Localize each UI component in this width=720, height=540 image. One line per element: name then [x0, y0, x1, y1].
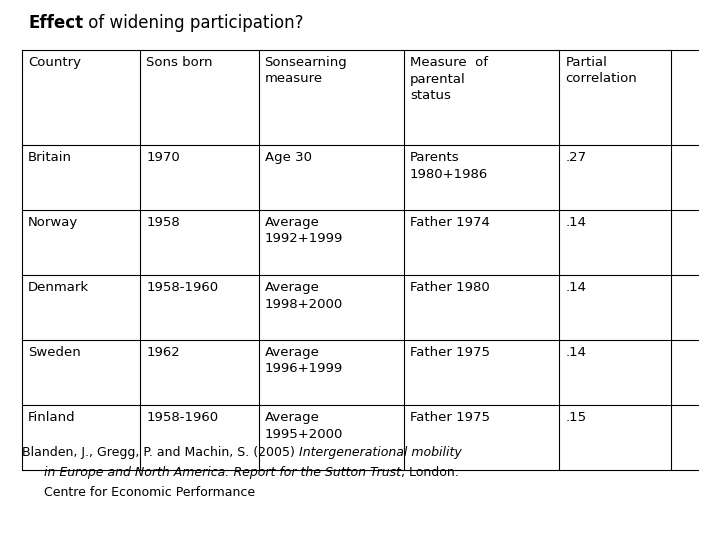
Text: 1962: 1962: [146, 346, 180, 359]
Text: Father 1980: Father 1980: [410, 281, 490, 294]
Text: Centre for Economic Performance: Centre for Economic Performance: [44, 486, 255, 499]
Text: 1970: 1970: [146, 151, 180, 164]
Text: in Europe and North America: Report for the Sutton Trust: in Europe and North America: Report for …: [44, 466, 401, 479]
Text: of widening participation?: of widening participation?: [83, 14, 304, 32]
Text: Average
1998+2000: Average 1998+2000: [265, 281, 343, 310]
Text: Blanden, J., Gregg, P. and Machin, S. (2005): Blanden, J., Gregg, P. and Machin, S. (2…: [22, 446, 299, 459]
Text: , London:: , London:: [401, 466, 459, 479]
Text: Effect: Effect: [28, 14, 83, 32]
Text: 1958-1960: 1958-1960: [146, 411, 218, 424]
Text: Denmark: Denmark: [28, 281, 89, 294]
Text: Sonsearning
measure: Sonsearning measure: [265, 56, 347, 85]
Text: 1958: 1958: [146, 216, 180, 229]
Text: Father 1974: Father 1974: [410, 216, 490, 229]
Text: Father 1975: Father 1975: [410, 411, 490, 424]
Text: Britain: Britain: [28, 151, 72, 164]
Text: .15: .15: [565, 411, 587, 424]
Text: Parents
1980+1986: Parents 1980+1986: [410, 151, 488, 180]
Text: Intergenerational mobility: Intergenerational mobility: [299, 446, 462, 459]
Text: Sons born: Sons born: [146, 56, 213, 69]
Text: Finland: Finland: [28, 411, 76, 424]
Text: 1958-1960: 1958-1960: [146, 281, 218, 294]
Text: Measure  of
parental
status: Measure of parental status: [410, 56, 488, 102]
Text: Father 1975: Father 1975: [410, 346, 490, 359]
Text: .14: .14: [565, 216, 586, 229]
Text: .14: .14: [565, 281, 586, 294]
Text: .14: .14: [565, 346, 586, 359]
Text: Average
1992+1999: Average 1992+1999: [265, 216, 343, 246]
Text: Country: Country: [28, 56, 81, 69]
Text: Norway: Norway: [28, 216, 78, 229]
Text: Sweden: Sweden: [28, 346, 81, 359]
Text: .27: .27: [565, 151, 587, 164]
Text: Average
1996+1999: Average 1996+1999: [265, 346, 343, 375]
Text: Partial
correlation: Partial correlation: [565, 56, 637, 85]
Text: Age 30: Age 30: [265, 151, 312, 164]
Text: Average
1995+2000: Average 1995+2000: [265, 411, 343, 441]
